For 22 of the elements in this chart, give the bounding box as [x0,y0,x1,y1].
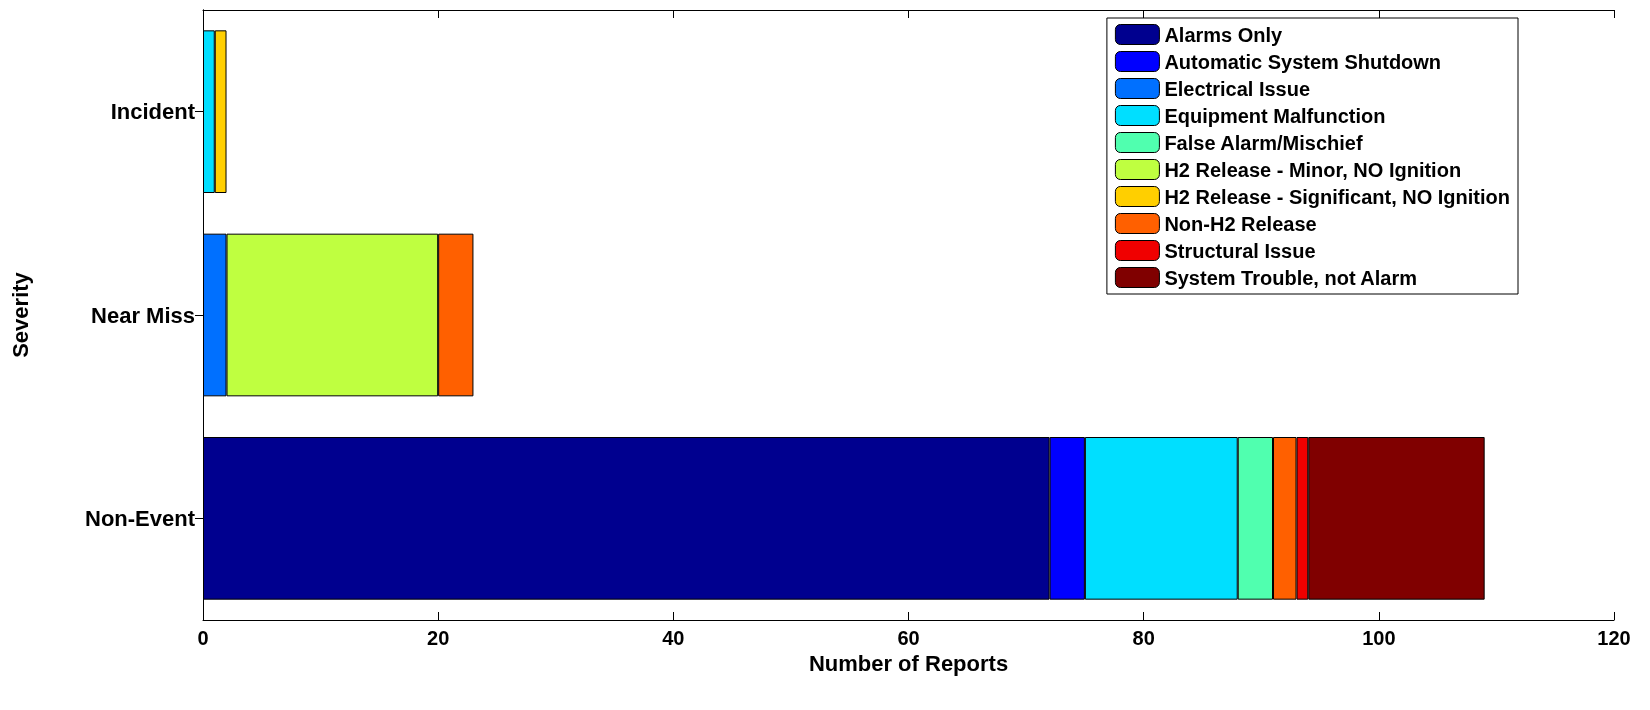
legend-label: Alarms Only [1164,23,1284,46]
y-tick-label: Near Miss [91,302,195,328]
x-tick-label: 100 [1362,627,1396,649]
legend-label: Automatic System Shutdown [1164,50,1442,73]
legend-label: False Alarm/Mischief [1164,131,1363,154]
legend-label: Structural Issue [1164,239,1316,262]
y-tick-label: Non-Event [85,505,196,531]
legend-label: H2 Release - Significant, NO Ignition [1164,185,1510,208]
legend-label: H2 Release - Minor, NO Ignition [1164,158,1462,181]
x-tick-label: 60 [897,627,920,649]
y-tick-label: Incident [110,99,196,125]
x-tick-label: 20 [427,627,450,649]
legend-label: Non-H2 Release [1164,212,1317,235]
legend-label: System Trouble, not Alarm [1164,266,1418,289]
legend-label: Equipment Malfunction [1164,104,1386,127]
x-tick-label: 120 [1597,627,1631,649]
y-axis-title: Severity [7,271,33,358]
x-tick-label: 0 [197,627,209,649]
legend-label: Electrical Issue [1164,77,1311,100]
x-tick-label: 80 [1132,627,1155,649]
x-tick-label: 40 [662,627,685,649]
x-axis-title: Number of Reports [808,651,1009,677]
